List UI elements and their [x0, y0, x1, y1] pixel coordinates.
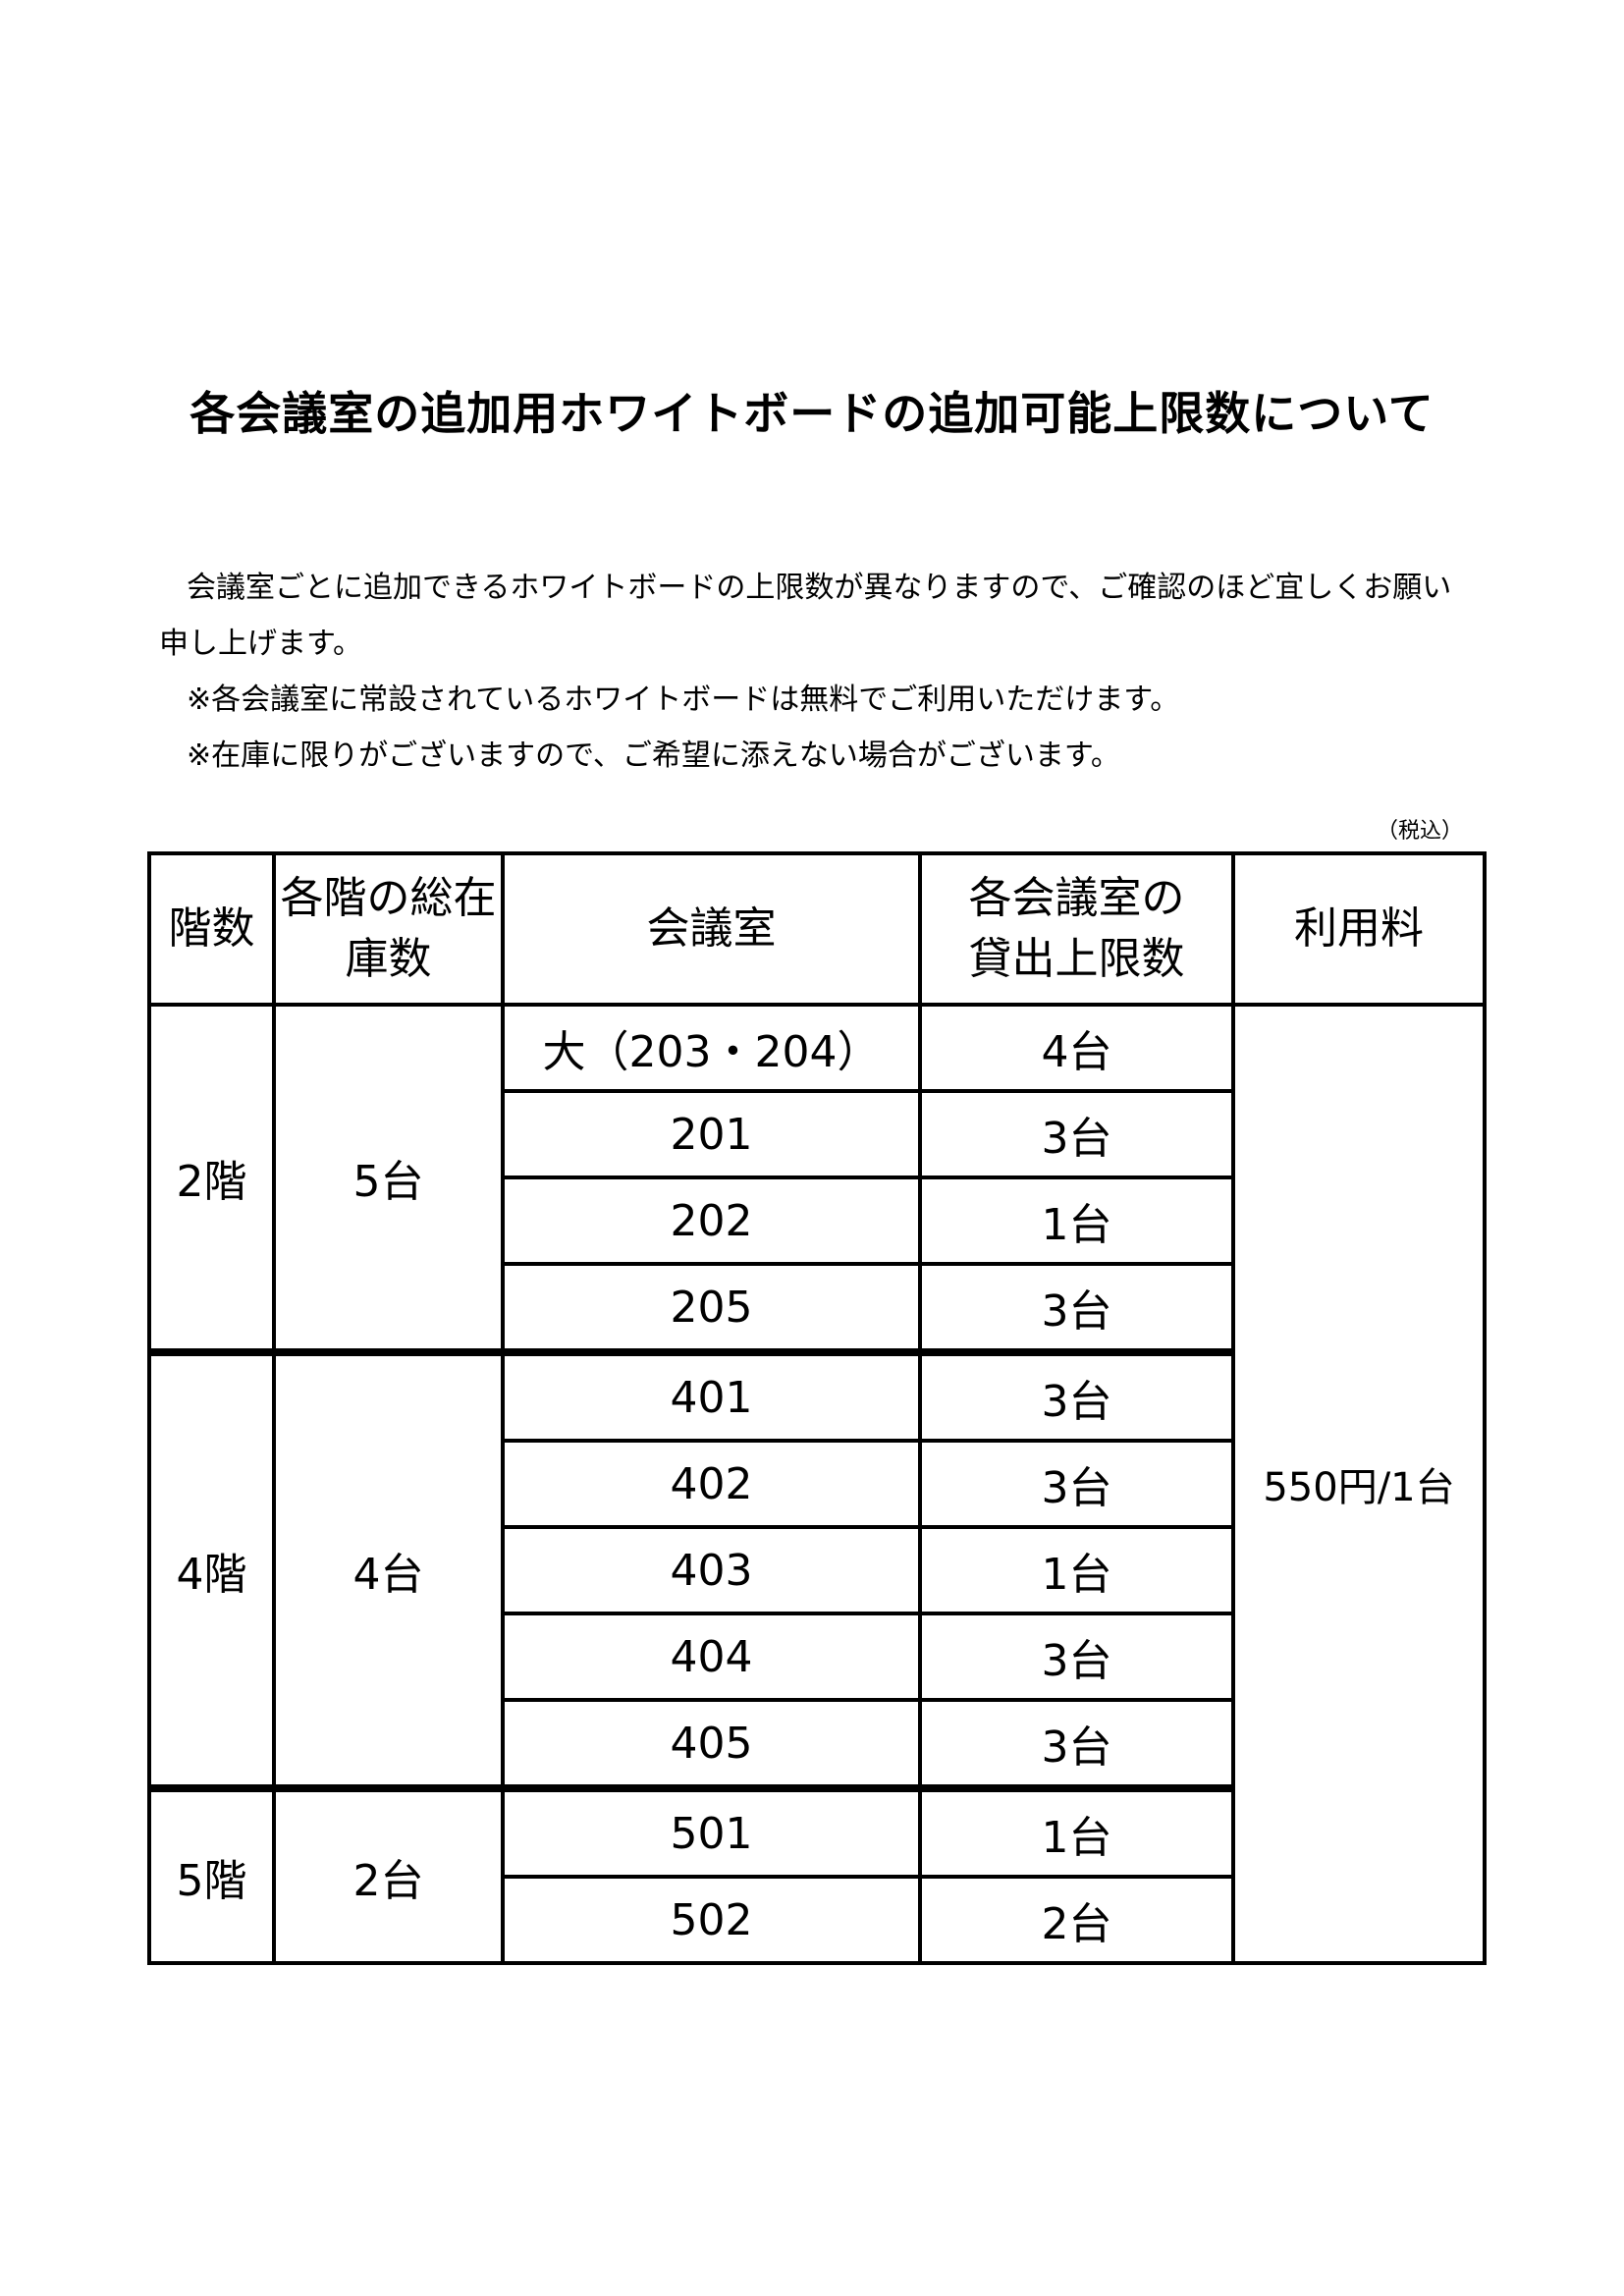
table-row: 201 3台 [149, 1089, 1485, 1179]
room-limit-cell: 3台 [918, 1698, 1235, 1792]
room-limit-cell: 3台 [918, 1350, 1235, 1443]
room-cell: 大（203・204） [501, 1003, 922, 1093]
table-row: 502 2台 [149, 1875, 1485, 1965]
table-row: 4階 4台 401 3台 [147, 1350, 1485, 1792]
whiteboard-limit-table: 階数 各階の総在庫数 会議室 各会議室の貸出上限数 利用料 2階 5台 大（203・… [147, 851, 1487, 1965]
table-row: 202 1台 [149, 1175, 1485, 1266]
table-row: 5階 2台 501 1台 [147, 1786, 1485, 1965]
floor-cell: 5階 [147, 1786, 276, 1965]
floor-total-cell: 5台 [272, 1003, 505, 1356]
floor-cell: 4階 [147, 1350, 276, 1792]
floor-cell: 2階 [147, 1003, 276, 1356]
room-limit-cell: 4台 [918, 1003, 1235, 1093]
header-total-stock: 各階の総在庫数 [272, 851, 505, 1007]
intro-text: 会議室ごとに追加できるホワイトボードの上限数が異なりますので、ご確認のほど宜しく… [159, 560, 1475, 784]
floor-total-cell: 2台 [272, 1786, 505, 1965]
header-floor: 階数 [147, 851, 276, 1007]
room-limit-cell: 1台 [918, 1525, 1235, 1615]
table-row: 404 3台 [149, 1612, 1485, 1702]
room-cell: 202 [501, 1175, 922, 1266]
header-row: 階数 各階の総在庫数 会議室 各会議室の貸出上限数 利用料 [147, 851, 1487, 1007]
room-limit-cell: 3台 [918, 1439, 1235, 1529]
floor-total-cell: 4台 [272, 1350, 505, 1792]
room-limit-cell: 1台 [918, 1175, 1235, 1266]
intro-paragraph: 会議室ごとに追加できるホワイトボードの上限数が異なりますので、ご確認のほど宜しく… [159, 571, 1452, 661]
note-free-whiteboard: ※各会議室に常設されているホワイトボードは無料でご利用いただけます。 [187, 683, 1180, 717]
room-cell: 404 [501, 1612, 922, 1702]
room-limit-cell: 3台 [918, 1262, 1235, 1356]
room-cell: 201 [501, 1089, 922, 1179]
note-stock-limited: ※在庫に限りがございますので、ご希望に添えない場合がございます。 [187, 738, 1120, 773]
table-row: 403 1台 [149, 1525, 1485, 1615]
page-title: 各会議室の追加用ホワイトボードの追加可能上限数について [189, 387, 1435, 440]
room-cell: 501 [501, 1786, 922, 1879]
room-cell: 403 [501, 1525, 922, 1615]
header-room: 会議室 [501, 851, 922, 1007]
room-limit-cell: 3台 [918, 1089, 1235, 1179]
header-room-limit: 各会議室の貸出上限数 [918, 851, 1235, 1007]
tax-note: （税込） [1376, 819, 1463, 844]
room-cell: 205 [501, 1262, 922, 1356]
room-limit-cell: 2台 [918, 1875, 1235, 1965]
room-cell: 502 [501, 1875, 922, 1965]
table-row: 205 3台 [149, 1262, 1485, 1356]
room-cell: 402 [501, 1439, 922, 1529]
room-cell: 405 [501, 1698, 922, 1792]
table-row: 2階 5台 大（203・204） 4台 550円/1台 [147, 1003, 1487, 1965]
room-limit-cell: 3台 [918, 1612, 1235, 1702]
room-cell: 401 [501, 1350, 922, 1443]
fee-cell: 550円/1台 [1231, 1003, 1487, 1965]
table-row: 405 3台 [149, 1698, 1485, 1792]
table-row: 402 3台 [149, 1439, 1485, 1529]
header-fee: 利用料 [1231, 851, 1487, 1007]
room-limit-cell: 1台 [918, 1786, 1235, 1879]
